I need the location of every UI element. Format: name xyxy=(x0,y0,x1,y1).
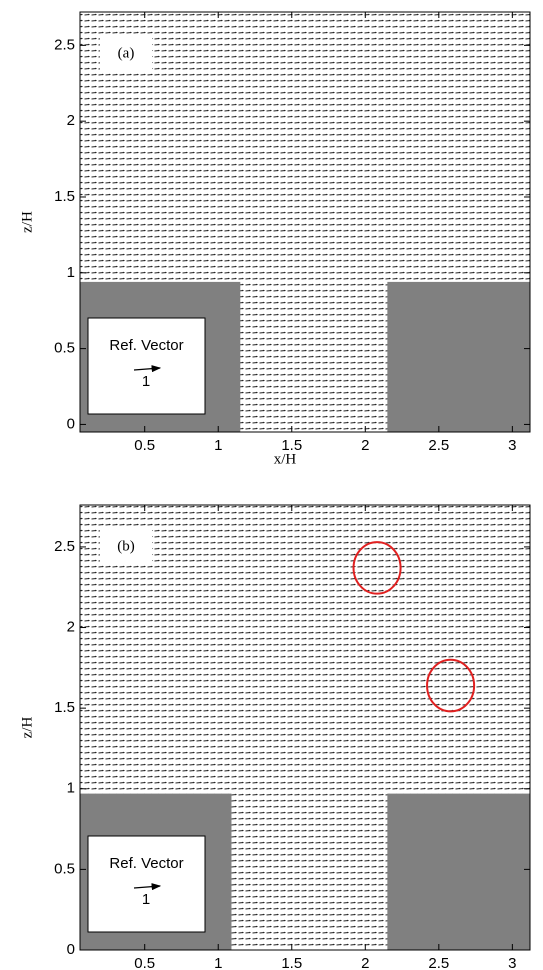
y-tick-label: 1 xyxy=(67,264,75,281)
x-axis-label: x/H xyxy=(274,451,297,467)
x-tick-label: 3 xyxy=(508,437,516,454)
y-tick-label: 2.5 xyxy=(54,36,75,53)
ref-vector-box xyxy=(87,317,206,415)
ref-vector-box xyxy=(87,835,206,933)
ref-vector-magnitude: 1 xyxy=(142,891,150,908)
plot-frame xyxy=(79,504,531,951)
y-tick-label: 1.5 xyxy=(54,188,75,205)
y-tick-label: 2 xyxy=(67,619,75,636)
y-tick-label: 1.5 xyxy=(54,699,75,716)
y-tick-label: 0.5 xyxy=(54,860,75,877)
y-tick-label: 0 xyxy=(67,415,75,432)
x-tick-label: 1.5 xyxy=(281,437,302,454)
ref-vector-magnitude: 1 xyxy=(142,373,150,390)
x-tick-label: 2 xyxy=(361,437,369,454)
x-tick-label: 2 xyxy=(361,955,369,970)
x-tick-label: 1 xyxy=(214,955,222,970)
x-tick-label: 2.5 xyxy=(428,955,449,970)
x-tick-label: 2.5 xyxy=(428,437,449,454)
building xyxy=(387,281,530,432)
x-tick-label: 3 xyxy=(508,955,516,970)
panel-label-box xyxy=(100,36,152,70)
y-tick-label: 2 xyxy=(67,112,75,129)
y-axis-label: z/H xyxy=(19,211,35,233)
ref-vector-arrow xyxy=(133,883,162,891)
panel-label: (b) xyxy=(117,538,135,554)
panel-label: (a) xyxy=(118,45,135,61)
y-axis-label: z/H xyxy=(19,717,35,739)
annotation-circle xyxy=(352,541,402,595)
plot-frame xyxy=(79,11,531,433)
x-tick-label: 1.5 xyxy=(281,955,302,970)
y-tick-label: 1 xyxy=(67,780,75,797)
ref-vector-label: Ref. Vector xyxy=(109,855,183,872)
y-tick-label: 0.5 xyxy=(54,340,75,357)
ref-vector-label: Ref. Vector xyxy=(109,337,183,354)
x-tick-label: 0.5 xyxy=(134,437,155,454)
x-tick-label: 0.5 xyxy=(134,955,155,970)
panel-label-box xyxy=(100,529,152,563)
y-tick-label: 0 xyxy=(67,941,75,958)
building xyxy=(387,793,530,950)
ref-vector-arrow xyxy=(133,365,162,373)
x-tick-label: 1 xyxy=(214,437,222,454)
annotation-circle xyxy=(426,658,476,713)
y-tick-label: 2.5 xyxy=(54,538,75,555)
